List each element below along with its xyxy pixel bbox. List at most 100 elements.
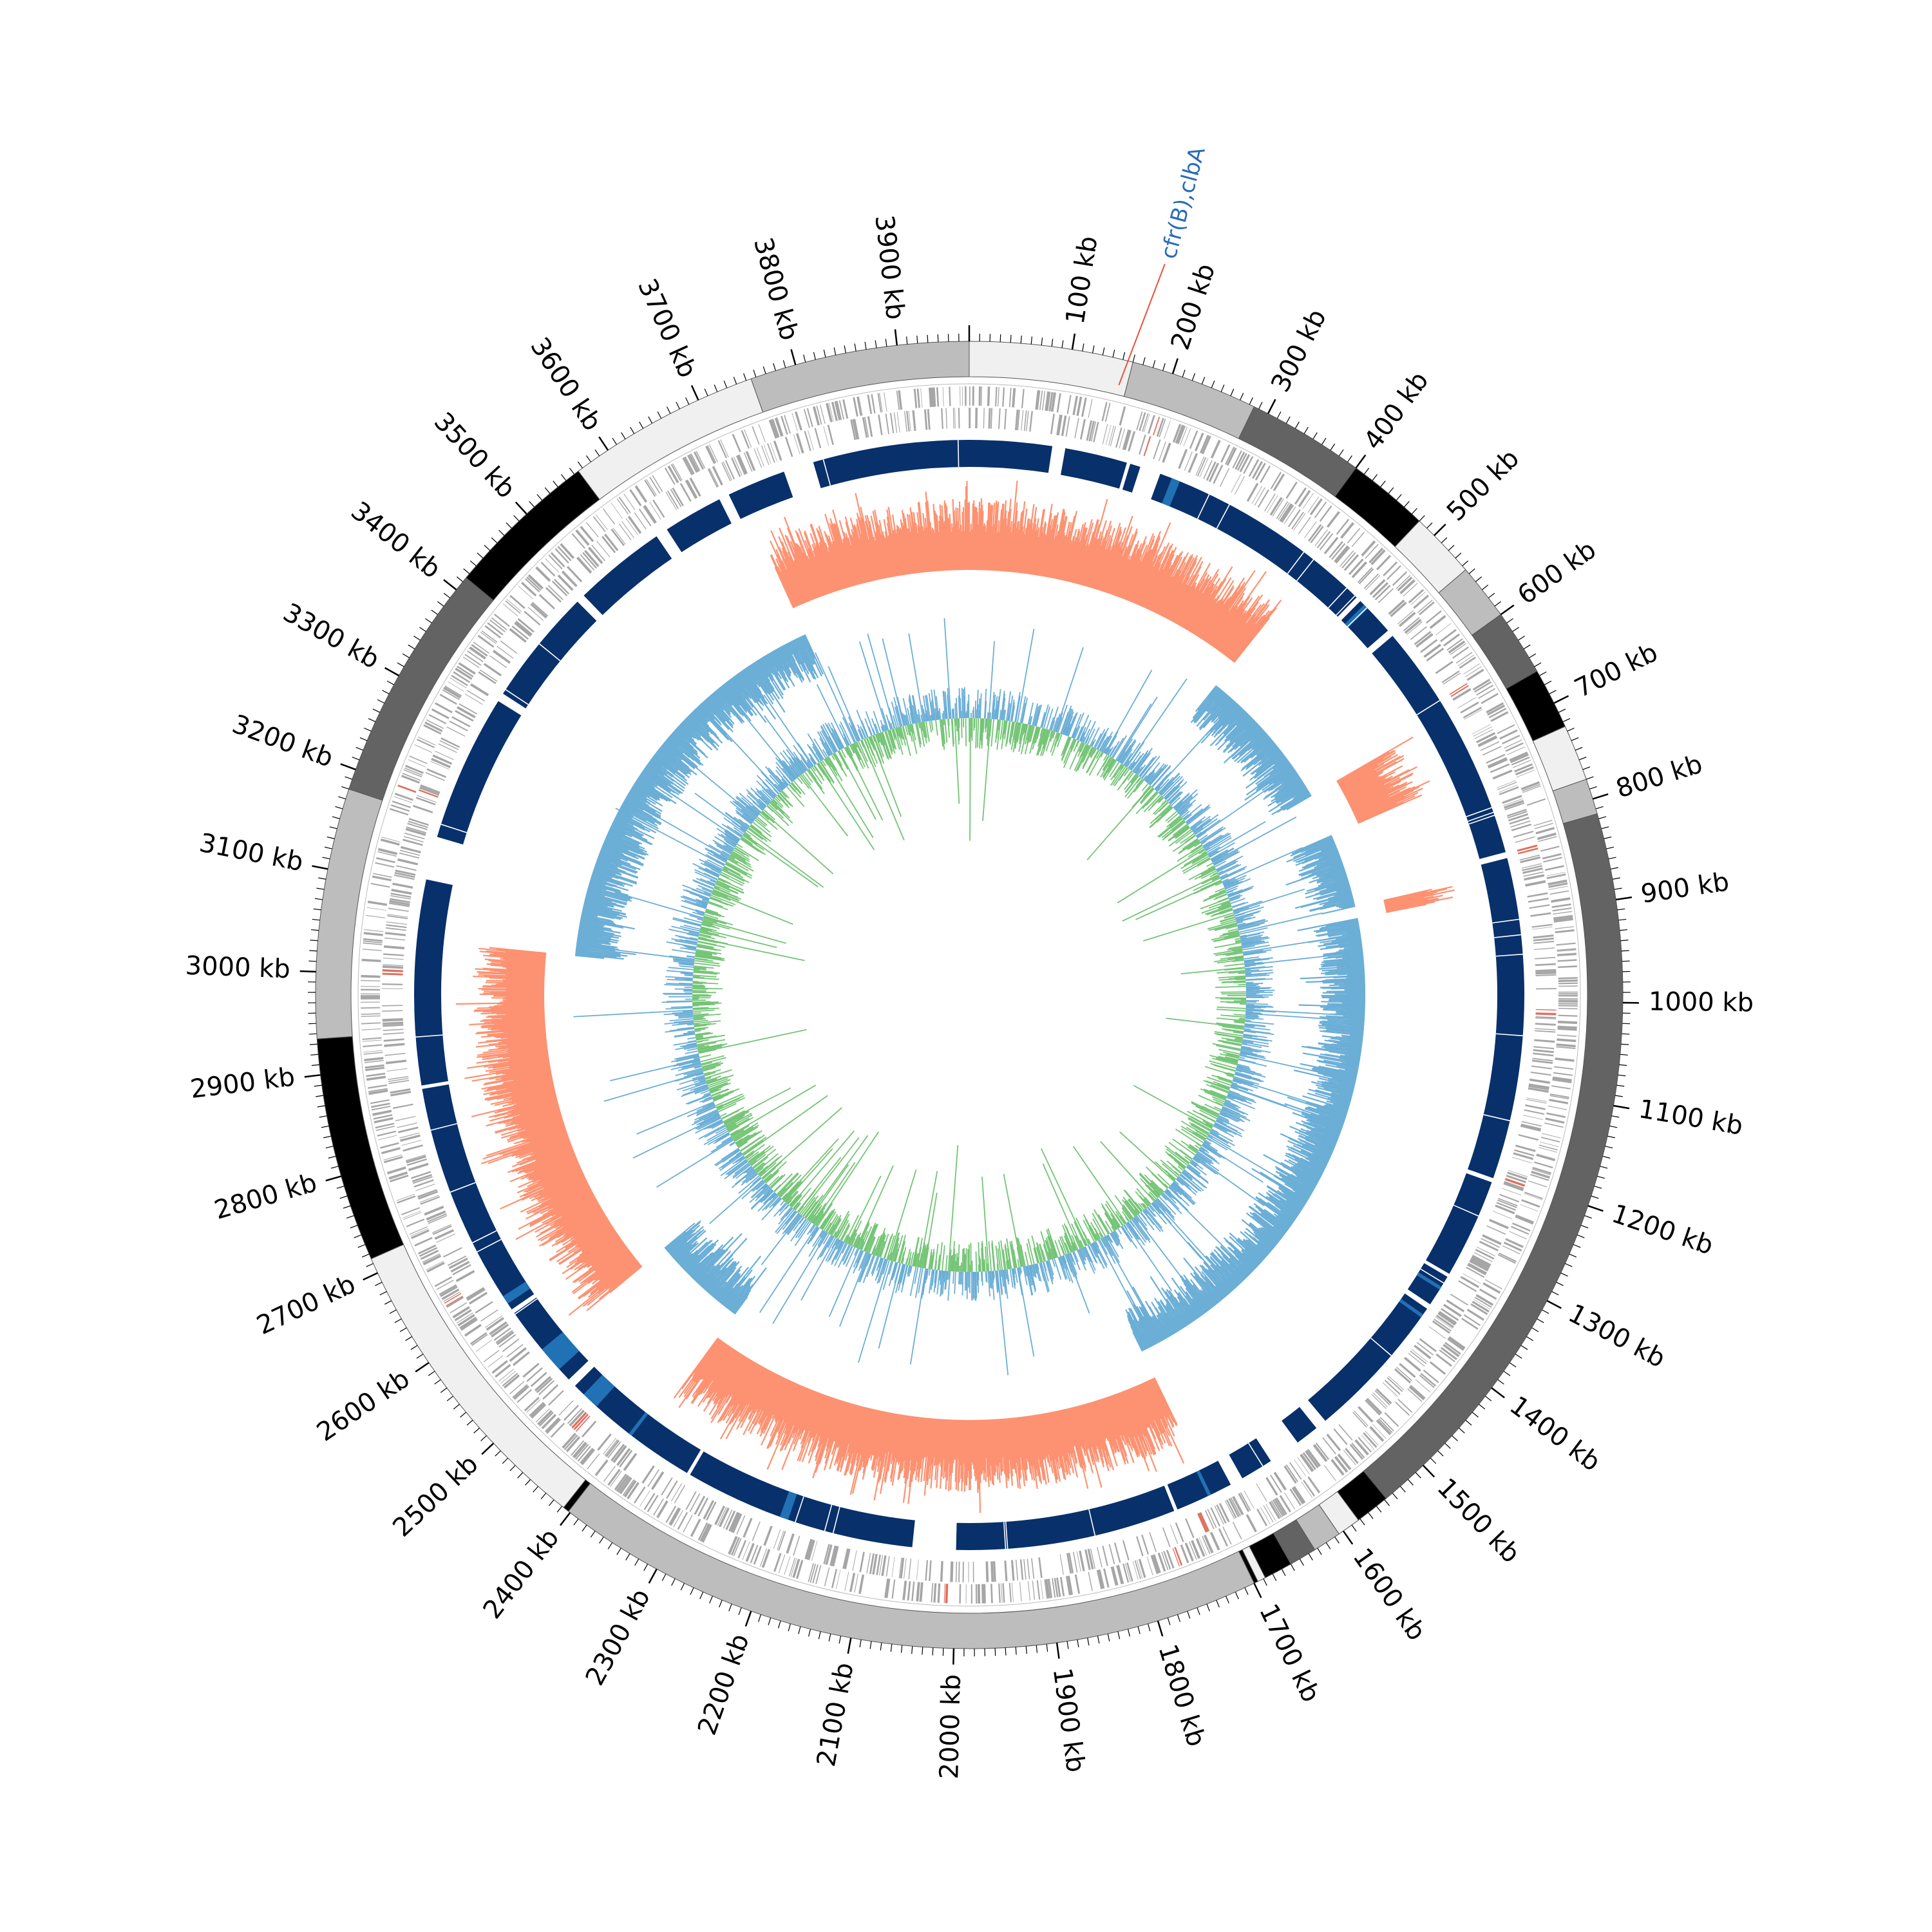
gc-skew-bar — [1151, 552, 1182, 612]
gene-feature — [412, 1176, 433, 1184]
gc-skew-bar — [989, 1419, 994, 1486]
gc-skew-bar — [1318, 1115, 1344, 1126]
gc-skew-bar — [1125, 561, 1142, 600]
gene-feature — [1329, 541, 1343, 558]
gene-feature — [603, 1437, 616, 1455]
gc-skew-bar — [1253, 729, 1264, 740]
gc-skew-bar — [917, 1417, 925, 1477]
gc-skew-bar — [1001, 1418, 1008, 1478]
gc-skew-bar — [1131, 535, 1160, 603]
gene-feature — [1539, 1144, 1558, 1151]
major-tick — [1587, 1205, 1604, 1212]
gc-skew-bar — [972, 500, 975, 571]
minor-tick — [1618, 918, 1627, 921]
gc-skew-bar — [1336, 902, 1355, 908]
gc-skew-bar — [1132, 1331, 1143, 1352]
gene-feature — [1270, 471, 1282, 489]
gc-skew-bar — [1314, 1153, 1330, 1161]
gene-feature — [1546, 873, 1566, 880]
gc-skew-bar — [1133, 1304, 1156, 1345]
gc-skew-bar — [1328, 1078, 1356, 1086]
gene-feature — [1097, 1547, 1103, 1567]
gene-feature — [564, 1405, 579, 1421]
gc-skew-bar — [1287, 1199, 1303, 1211]
gc-skew-bar — [1107, 1396, 1124, 1441]
gc-skew-bar — [1163, 1317, 1175, 1334]
gc-skew-bar — [1349, 1028, 1364, 1031]
tick-label: 3400 kb — [345, 496, 446, 584]
alignment-slit — [472, 1230, 497, 1244]
gc-skew-bar — [979, 1419, 982, 1475]
gc-skew-bar — [1262, 1227, 1280, 1242]
gc-skew-bar — [1269, 1213, 1290, 1229]
alignment-highlight — [1399, 1298, 1423, 1318]
gc-skew-bar — [1321, 1084, 1354, 1094]
gene-feature — [383, 964, 404, 967]
gc-skew-bar — [1066, 1408, 1083, 1469]
gc-skew-bar — [1325, 971, 1365, 976]
gene-feature — [961, 386, 963, 406]
gc-skew-bar — [1032, 509, 1045, 575]
gc-skew-bar — [979, 498, 983, 571]
gene-feature — [364, 929, 384, 933]
minor-tick — [338, 796, 346, 800]
gene-feature — [786, 1533, 795, 1554]
gene-feature — [670, 1483, 683, 1502]
minor-tick — [1380, 480, 1386, 488]
gene-feature — [736, 1515, 746, 1535]
gene-feature — [538, 594, 555, 610]
gene-feature — [509, 628, 527, 643]
minor-tick — [1216, 1600, 1220, 1607]
gc-skew-bar — [945, 1419, 950, 1490]
gc-skew-bar — [1278, 1186, 1307, 1204]
gene-feature — [670, 464, 681, 482]
gc-skew-bar — [1106, 1397, 1128, 1457]
gc-skew-bar — [1165, 1303, 1183, 1329]
gene-feature — [414, 1236, 433, 1247]
minor-tick — [1372, 474, 1378, 481]
gc-skew-bar — [920, 1417, 927, 1470]
gene-feature — [417, 1189, 438, 1198]
gc-skew-bar — [1185, 1295, 1201, 1318]
gc-skew-bar — [1133, 549, 1158, 604]
gene-feature — [1081, 397, 1087, 417]
gc-skew-bar — [1150, 554, 1179, 612]
gene-feature — [950, 1561, 952, 1582]
gene-feature — [457, 1314, 475, 1327]
gene-feature — [1509, 817, 1530, 825]
major-tick — [1071, 333, 1076, 350]
gc-skew-bar — [1161, 556, 1193, 617]
gc-skew-bar — [862, 1409, 876, 1462]
gc-skew-bar — [1140, 542, 1170, 607]
gene-feature — [835, 1569, 841, 1589]
gc-skew-bar — [731, 1360, 753, 1396]
gc-skew-bar — [1292, 1171, 1317, 1186]
minor-tick — [1620, 940, 1629, 942]
gene-feature — [1522, 784, 1540, 792]
gc-skew-bar — [1068, 1408, 1089, 1489]
gc-skew-bar — [812, 1399, 839, 1479]
minor-tick — [1325, 1542, 1331, 1549]
gc-skew-bar — [1315, 1119, 1342, 1131]
minor-tick — [1615, 1095, 1623, 1097]
gene-feature — [1495, 1204, 1515, 1215]
gc-skew-bar — [1135, 1385, 1164, 1450]
gene-feature — [585, 522, 599, 538]
major-tick — [1171, 358, 1179, 374]
gene-feature — [1235, 451, 1245, 470]
gc-skew-bar — [1338, 750, 1396, 784]
gene-feature — [732, 1513, 743, 1533]
gene-feature — [1161, 1551, 1169, 1571]
minor-tick — [484, 545, 491, 551]
gc-skew-bar — [788, 1388, 811, 1444]
gc-skew-bar — [987, 1419, 992, 1481]
gene-feature — [1379, 1417, 1394, 1432]
gene-feature — [788, 1557, 795, 1577]
gene-feature — [1498, 1198, 1518, 1207]
gc-skew-bar — [784, 1386, 805, 1434]
gene-feature — [872, 1553, 878, 1575]
gc-skew-bar — [817, 1397, 835, 1447]
gc-skew-bar — [1293, 843, 1336, 862]
gc-skew-bar — [1172, 574, 1200, 623]
gene-feature — [377, 1130, 397, 1137]
